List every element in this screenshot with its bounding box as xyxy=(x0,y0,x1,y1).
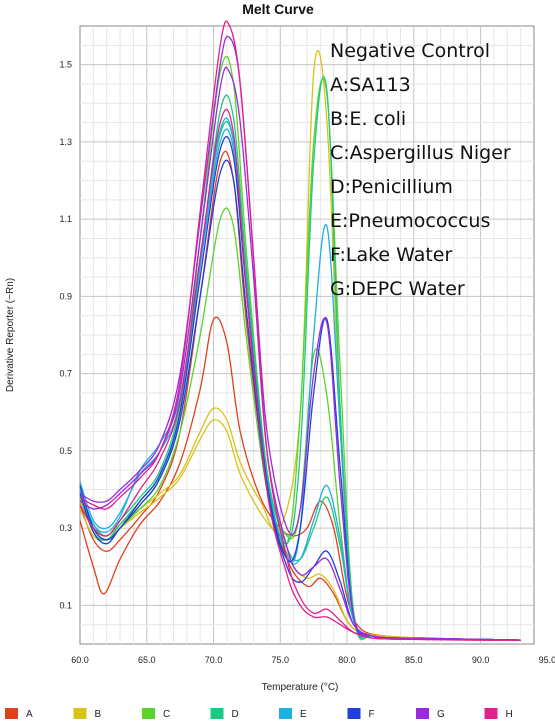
legend-label-f: F xyxy=(369,709,375,720)
series-line-g xyxy=(79,66,521,641)
legend-label-h: H xyxy=(506,709,513,720)
annotation-line: A:SA113 xyxy=(330,74,411,96)
x-tick-labels: 60.0 65.0 70.0 75.0 80.0 85.0 90.0 95.0 xyxy=(71,655,555,665)
x-tick-label: 90.0 xyxy=(472,655,490,665)
legend-label-a: A xyxy=(26,709,33,720)
legend-label-d: D xyxy=(232,709,239,720)
annotation-block: Negative Control A:SA113 B:E. coli C:Asperg… xyxy=(330,40,511,300)
legend-swatch-g xyxy=(416,708,429,719)
annotation-line: G:DEPC Water xyxy=(330,278,465,300)
series-line-h xyxy=(79,108,521,641)
x-axis-label: Temperature (°C) xyxy=(262,682,339,693)
legend-swatch-e xyxy=(279,708,292,719)
annotation-line: F:Lake Water xyxy=(330,244,452,266)
legend-label-c: C xyxy=(163,709,170,720)
legend: A B C D E F G H xyxy=(5,708,513,720)
legend-label-g: G xyxy=(437,709,445,720)
annotation-line: C:Aspergillus Niger xyxy=(330,142,511,164)
legend-swatch-b xyxy=(73,708,87,719)
annotation-line: B:E. coli xyxy=(330,108,406,130)
y-tick-label: 0.3 xyxy=(59,523,72,533)
chart-title: Melt Curve xyxy=(242,1,314,17)
curves xyxy=(79,20,521,641)
y-tick-label: 0.5 xyxy=(59,446,72,456)
legend-swatch-c xyxy=(142,708,155,719)
grid xyxy=(80,26,534,644)
y-tick-label: 1.3 xyxy=(59,137,72,147)
y-tick-label: 0.7 xyxy=(59,369,72,379)
x-tick-label: 85.0 xyxy=(405,655,423,665)
annotation-line: E:Pneumococcus xyxy=(330,210,490,232)
legend-swatch-h xyxy=(484,708,498,719)
x-tick-label: 95.0 xyxy=(539,655,555,665)
annotation-line: D:Penicillium xyxy=(330,176,453,198)
y-tick-label: 1.1 xyxy=(59,214,72,224)
x-tick-label: 80.0 xyxy=(338,655,356,665)
y-axis-label: Derivative Reporter (−Rn) xyxy=(5,278,16,392)
y-tick-label: 0.9 xyxy=(59,291,72,301)
x-tick-label: 60.0 xyxy=(71,655,89,665)
y-tick-label: 0.1 xyxy=(59,600,72,610)
x-tick-label: 75.0 xyxy=(272,655,290,665)
legend-swatch-a xyxy=(5,708,18,719)
series-line-a xyxy=(79,316,521,641)
legend-label-e: E xyxy=(300,709,307,720)
y-tick-labels: 0.1 0.3 0.5 0.7 0.9 1.1 1.3 1.5 xyxy=(59,60,72,611)
x-tick-label: 65.0 xyxy=(138,655,156,665)
legend-label-b: B xyxy=(95,709,102,720)
legend-swatch-f xyxy=(347,708,361,719)
x-tick-label: 70.0 xyxy=(205,655,223,665)
legend-swatch-d xyxy=(210,708,224,719)
annotation-line: Negative Control xyxy=(330,40,490,62)
y-tick-label: 1.5 xyxy=(59,60,72,70)
